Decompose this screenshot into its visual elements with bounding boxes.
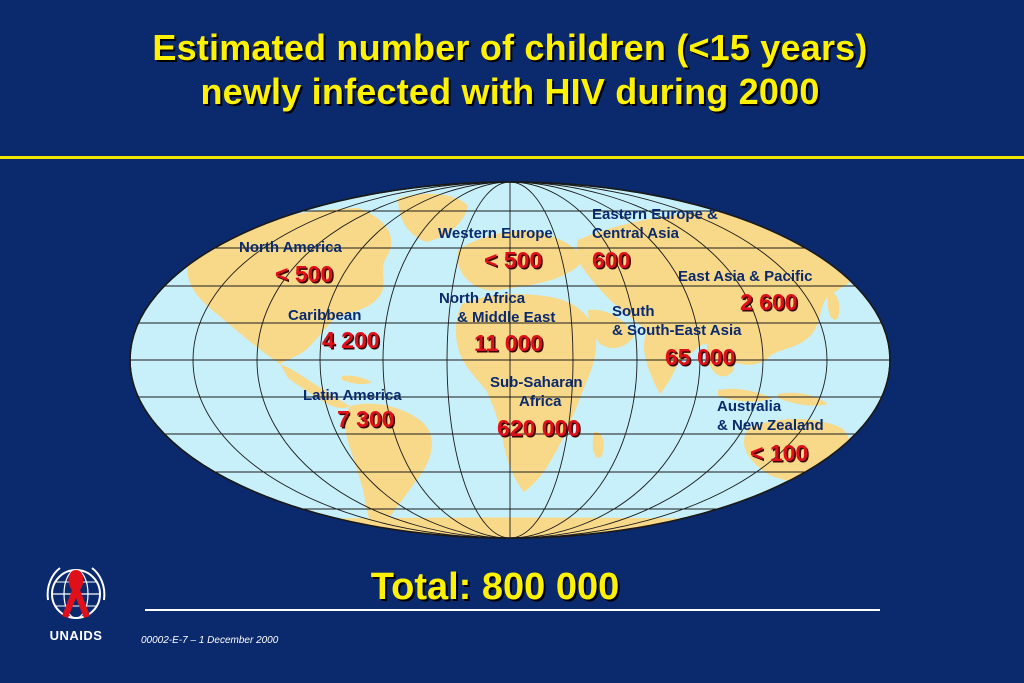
region-north-africa: North Africa & Middle East 11 000 (439, 289, 556, 356)
world-map: North America < 500 Caribbean 4 200 Lati… (128, 180, 892, 540)
region-value: 620 000 (497, 415, 581, 441)
region-name: Caribbean (288, 307, 362, 324)
land-asia (576, 211, 878, 365)
land-madagascar (592, 431, 604, 458)
land-india (644, 329, 682, 394)
total-label: Total: 800 000 (370, 566, 620, 608)
land-africa (455, 294, 597, 492)
land-indonesia-1 (718, 388, 772, 402)
region-east-asia-pacific: East Asia & Pacific 2 600 (678, 267, 813, 315)
region-name: Western Europe (438, 225, 553, 242)
region-value: < 500 (484, 247, 543, 273)
region-name: Latin America (303, 387, 402, 404)
region-name: Australia (717, 398, 782, 415)
title-line-1: Estimated number of children (<15 years) (152, 27, 868, 68)
land-indonesia-2 (778, 392, 828, 406)
region-name-2: Central Asia (592, 225, 679, 242)
title-divider (0, 156, 1024, 159)
land-caribbean-islands (342, 375, 372, 385)
region-value: 4 200 (322, 327, 380, 353)
unaids-logo-icon (46, 567, 106, 619)
region-eastern-europe: Eastern Europe & Central Asia 600 (592, 205, 718, 273)
region-value: < 100 (750, 440, 809, 466)
region-australia: Australia & New Zealand < 100 (717, 397, 824, 466)
region-latin-america: Latin America 7 300 (303, 386, 402, 432)
title-line-2: newly infected with HIV during 2000 (200, 71, 820, 112)
region-value: 65 000 (665, 344, 736, 370)
slide-title: Estimated number of children (<15 years)… (60, 26, 960, 114)
region-value: 2 600 (740, 289, 798, 315)
region-value: 600 (592, 247, 631, 273)
region-name: East Asia & Pacific (678, 268, 813, 285)
region-name: South (612, 303, 655, 320)
logo-text: UNAIDS (49, 628, 103, 643)
region-name-2: & Middle East (457, 309, 556, 326)
footnote: 00002-E-7 – 1 December 2000 (141, 635, 279, 646)
land-arabia (588, 309, 634, 349)
region-value: 11 000 (474, 330, 544, 356)
land-antarctica (168, 517, 858, 538)
region-value: < 500 (275, 261, 334, 287)
land-europe (457, 230, 584, 291)
world-map-svg (129, 181, 891, 539)
land-indochina (706, 340, 734, 377)
region-name: Sub-Saharan (490, 374, 583, 391)
region-south-asia: South & South-East Asia 65 000 (612, 302, 742, 370)
region-western-europe: Western Europe < 500 (438, 224, 553, 273)
region-sub-saharan-africa: Sub-Saharan Africa 620 000 (490, 373, 583, 441)
region-value: 7 300 (337, 406, 395, 432)
region-north-america: North America < 500 (239, 238, 342, 287)
unaids-logo: UNAIDS (40, 560, 112, 652)
region-name-2: Africa (519, 393, 562, 410)
region-name-2: & New Zealand (717, 417, 824, 434)
region-name: North America (239, 239, 342, 256)
land-new-zealand (864, 475, 875, 497)
land-south-america (345, 403, 432, 534)
region-caribbean: Caribbean 4 200 (288, 306, 380, 353)
region-name: Eastern Europe & (592, 206, 718, 223)
region-name-2: & South-East Asia (612, 322, 742, 339)
land-japan (827, 291, 840, 320)
bottom-divider (145, 609, 880, 611)
region-name: North Africa (439, 290, 526, 307)
